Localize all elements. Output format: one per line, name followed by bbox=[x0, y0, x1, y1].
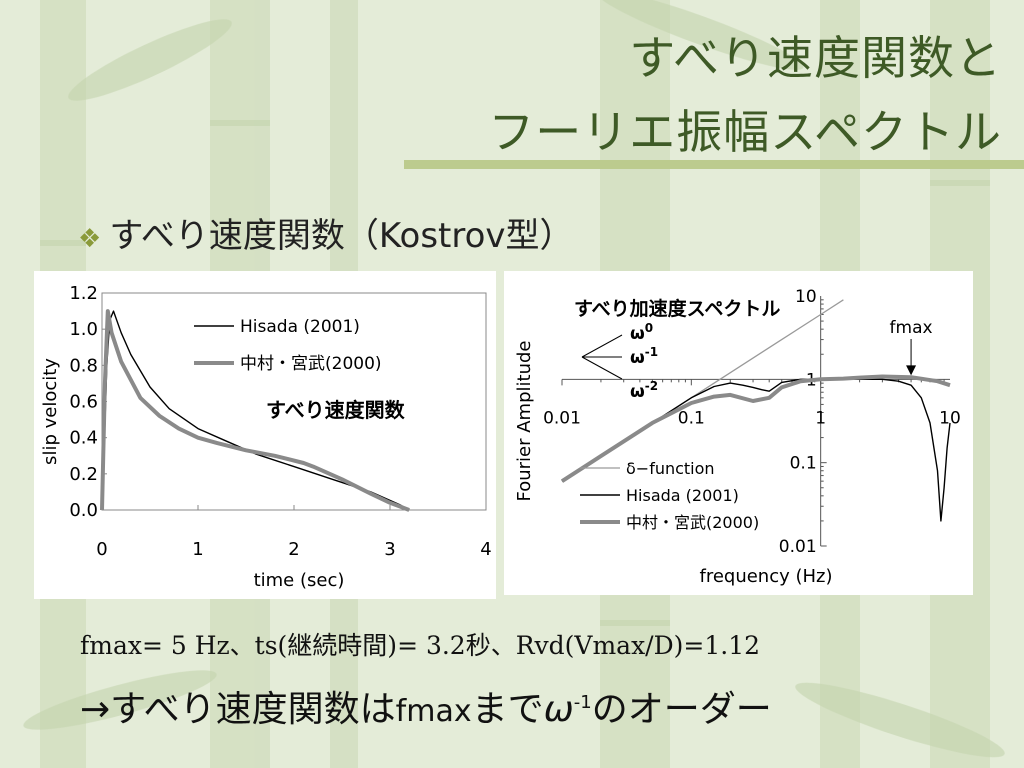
y-tick-label: 0.4 bbox=[69, 428, 98, 449]
conclusion-suffix: のオーダー bbox=[591, 689, 772, 730]
y-tick-label: 0.6 bbox=[69, 392, 98, 413]
x-tick-label: 1 bbox=[192, 539, 203, 560]
x-axis-label: frequency (Hz) bbox=[699, 566, 832, 587]
title-underline bbox=[404, 160, 1024, 169]
bullet-text: すべり速度関数（Kostrov型） bbox=[109, 216, 574, 256]
x-tick-label: 0.1 bbox=[678, 408, 705, 428]
fmax-arrow-head bbox=[906, 365, 917, 376]
chart-title: すべり加速度スペクトル bbox=[574, 297, 780, 320]
slope-exponent: 0 bbox=[645, 321, 653, 335]
slope-omega: ω bbox=[630, 324, 645, 344]
series-line-2 bbox=[100, 309, 410, 512]
legend-label-3: 中村・宮武(2000) bbox=[626, 513, 759, 532]
legend-label-2: 中村・宮武(2000) bbox=[240, 354, 382, 374]
chart-title: すべり速度関数 bbox=[266, 398, 406, 422]
y-tick-label: 0.1 bbox=[790, 454, 817, 474]
legend-label-2: Hisada (2001) bbox=[626, 486, 739, 505]
legend-label-1: Hisada (2001) bbox=[240, 317, 360, 337]
slope-exponent: -1 bbox=[645, 345, 658, 359]
series-line-3 bbox=[560, 374, 951, 483]
y-tick-label: 0.0 bbox=[69, 500, 98, 521]
slope-line-2 bbox=[581, 356, 623, 380]
x-tick-label: 1 bbox=[815, 408, 826, 428]
conclusion-omega: ω bbox=[543, 689, 574, 730]
conclusion-exponent: -1 bbox=[573, 692, 592, 713]
slip-velocity-chart: 0 1 2 3 4 0.0 0.2 0.4 0.6 0.8 1.0 1.2 Hisada (2001) 中… bbox=[40, 283, 492, 591]
legend-label-1: δ−function bbox=[626, 459, 715, 478]
slope-exponent: -2 bbox=[645, 379, 658, 393]
y-tick-label: 0.8 bbox=[69, 355, 98, 376]
fmax-annotation: fmax bbox=[890, 318, 933, 338]
slope-line-0 bbox=[581, 334, 623, 358]
x-tick-label: 0 bbox=[96, 539, 107, 560]
y-tick-label: 10 bbox=[795, 287, 817, 307]
y-tick-label: 1.2 bbox=[69, 283, 98, 304]
x-tick-label: 2 bbox=[288, 539, 299, 560]
x-tick-label: 10 bbox=[939, 408, 961, 428]
slope-omega: ω bbox=[630, 348, 645, 368]
conclusion-note: →すべり速度関数はfmaxまでω-1のオーダー bbox=[80, 680, 772, 732]
y-tick-label: 1.0 bbox=[69, 319, 98, 340]
conclusion-prefix: →すべり速度関数は bbox=[80, 689, 396, 730]
slide-title-line-1: すべり速度関数と bbox=[629, 31, 1002, 85]
x-tick-label: 3 bbox=[384, 539, 395, 560]
slope-omega: ω bbox=[630, 382, 645, 402]
y-tick-label: 0.01 bbox=[779, 537, 817, 557]
x-tick-label: 0.01 bbox=[543, 408, 581, 428]
slope-label-0: ω0 bbox=[630, 321, 653, 344]
slope-label-2: ω-2 bbox=[630, 379, 658, 402]
x-tick-label: 4 bbox=[480, 539, 491, 560]
bullet-item: ❖ すべり速度関数（Kostrov型） bbox=[78, 208, 574, 257]
y-axis-label: Fourier Amplitude bbox=[514, 341, 535, 502]
y-tick-label: 0.2 bbox=[69, 464, 98, 485]
spectrum-chart-panel: 0.01 0.1 1 10 0.01 0.1 1 10 δ−function Hisada (20… bbox=[504, 271, 973, 595]
conclusion-mid: まで bbox=[471, 689, 544, 730]
conclusion-fmax: fmax bbox=[395, 694, 472, 729]
slide-title-line-2: フーリエ振幅スペクトル bbox=[488, 105, 1002, 159]
parameter-note: fmax= 5 Hz、ts(継続時間)= 3.2秒、Rvd(Vmax/D)=1.… bbox=[80, 631, 761, 660]
bullet-diamond-icon: ❖ bbox=[78, 224, 102, 254]
y-axis-label: slip velocity bbox=[40, 358, 61, 465]
slope-label-1: ω-1 bbox=[630, 345, 658, 368]
x-axis-label: time (sec) bbox=[254, 570, 345, 591]
slip-velocity-chart-panel: 0 1 2 3 4 0.0 0.2 0.4 0.6 0.8 1.0 1.2 Hisada (2001) 中… bbox=[34, 271, 496, 599]
